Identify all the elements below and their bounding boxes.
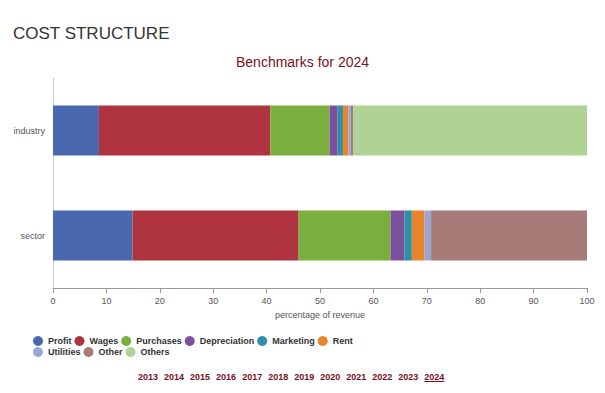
svg-text:Others: Others: [141, 347, 170, 357]
svg-text:Profit: Profit: [48, 336, 72, 346]
svg-text:50: 50: [315, 296, 325, 306]
svg-text:percentage of revenue: percentage of revenue: [275, 310, 365, 320]
svg-text:Marketing: Marketing: [272, 336, 315, 346]
html-text:2014: 2014: [164, 372, 185, 382]
html-text:2019: 2019: [294, 372, 315, 382]
svg-text:90: 90: [529, 296, 539, 306]
html-text:2022: 2022: [372, 372, 393, 382]
html-text:2017: 2017: [242, 372, 263, 382]
svg-text:Depreciation: Depreciation: [200, 336, 255, 346]
svg-text:industry: industry: [13, 126, 45, 136]
svg-text:80: 80: [475, 296, 485, 306]
svg-text:COST STRUCTURE: COST STRUCTURE: [13, 24, 169, 43]
html-text:2013: 2013: [138, 372, 158, 382]
svg-text:20: 20: [155, 296, 165, 306]
html-text:2020: 2020: [320, 372, 341, 382]
svg-text:70: 70: [422, 296, 432, 306]
svg-text:40: 40: [262, 296, 272, 306]
svg-text:100: 100: [579, 296, 594, 306]
svg-text:0: 0: [50, 296, 55, 306]
svg-text:sector: sector: [20, 231, 45, 241]
svg-text:Wages: Wages: [89, 336, 118, 346]
svg-text:10: 10: [101, 296, 111, 306]
svg-text:60: 60: [368, 296, 378, 306]
svg-text:Purchases: Purchases: [136, 336, 182, 346]
svg-text:Benchmarks for 2024: Benchmarks for 2024: [236, 54, 369, 70]
html-text:2018: 2018: [268, 372, 289, 382]
html-text:2024: 2024: [424, 372, 445, 382]
html-text:2023: 2023: [398, 372, 419, 382]
svg-text:Utilities: Utilities: [48, 347, 81, 357]
html-text:2021: 2021: [346, 372, 367, 382]
svg-text:Rent: Rent: [333, 336, 353, 346]
svg-text:Other: Other: [99, 347, 124, 357]
html-text:2016: 2016: [216, 372, 237, 382]
html-text:2015: 2015: [190, 372, 211, 382]
svg-text:30: 30: [208, 296, 218, 306]
